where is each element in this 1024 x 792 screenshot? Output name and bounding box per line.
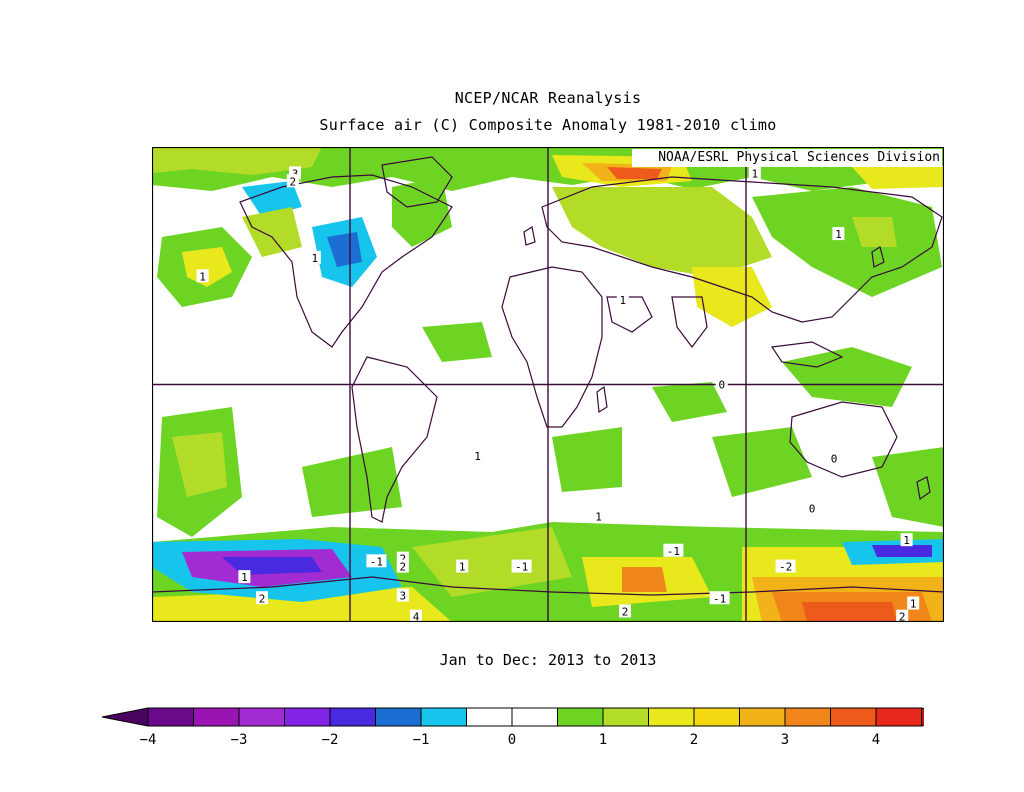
contour-label-bg: [896, 609, 909, 622]
legend-color-box: [375, 707, 422, 727]
contour-label: -1: [370, 555, 383, 568]
contour-label-bg: [196, 269, 209, 283]
contour-label-bg: [619, 604, 631, 618]
legend-color-box: [420, 707, 467, 727]
contour-label: 0: [718, 379, 725, 392]
contour-label-bg: [256, 591, 268, 605]
contour-label-bg: [900, 533, 913, 547]
legend-color-box: [875, 707, 922, 727]
contour-label: 2: [399, 561, 406, 574]
continents: [152, 156, 944, 622]
contour-label-bg: [616, 293, 629, 307]
contour-label-bg: [456, 559, 469, 573]
contour-label: 0: [831, 452, 838, 465]
contour-label: 1: [910, 598, 917, 611]
contour-label: 1: [311, 252, 318, 265]
legend-tick-label: 0: [508, 732, 516, 748]
contour-label-bg: [471, 448, 484, 462]
contour-label: 2: [899, 611, 906, 622]
credit-label: NOAA/ESRL Physical Sciences Division: [632, 149, 942, 167]
contour-label: 1: [903, 534, 910, 547]
legend-color-box: [739, 707, 786, 727]
legend-color-box: [329, 707, 376, 727]
contour-label-bg: [366, 554, 387, 568]
contour-label: 2: [259, 592, 266, 605]
map-title: NCEP/NCAR Reanalysis: [454, 89, 642, 107]
legend-color-box: [830, 707, 877, 727]
contour-label-bg: [748, 166, 761, 180]
contour-label-bg: [832, 227, 845, 241]
contour-label: 2: [622, 605, 629, 618]
legend-tick-label: −1: [413, 732, 430, 748]
contour-label-bg: [592, 509, 605, 523]
contour-label-bg: [806, 501, 818, 515]
legend-color-box: [784, 707, 831, 727]
contour-label: -1: [515, 561, 528, 574]
contour-label-bg: [308, 250, 321, 264]
legend-color-box: [147, 707, 194, 727]
map-frame: [152, 147, 944, 622]
contour-label: -1: [713, 592, 726, 605]
contour-label-bg: [396, 588, 409, 602]
contour-label: 3: [292, 167, 299, 180]
contour-label: -2: [779, 561, 792, 574]
legend-color-box: [238, 707, 285, 727]
legend-color-box: [557, 707, 604, 727]
legend-color-box: [511, 707, 558, 727]
contour-label-bg: [775, 559, 796, 573]
contour-label: 1: [199, 270, 206, 283]
legend-tick-label: −3: [231, 732, 248, 748]
contour-label: -1: [667, 545, 680, 558]
contour-label: 1: [474, 450, 481, 463]
legend-color-box: [193, 707, 240, 727]
contour-label-bg: [410, 609, 422, 622]
graticule: [152, 147, 944, 622]
contour-label-bg: [663, 543, 684, 557]
contour-label-bg: [396, 559, 409, 573]
legend-under-arrow: [101, 707, 149, 727]
legend-color-box: [466, 707, 513, 727]
contour-label-bg: [709, 591, 730, 605]
legend-tick-label: 4: [872, 732, 880, 748]
time-period-label: Jan to Dec: 2013 to 2013: [439, 651, 657, 669]
legend-color-box: [602, 707, 649, 727]
color-legend: −4 −3 −2 −1 0 1 2 3 4: [101, 707, 924, 748]
legend-tick-label: −2: [322, 732, 339, 748]
contour-label: 1: [751, 167, 758, 180]
legend-color-box: [693, 707, 740, 727]
legend-tick-label: 3: [781, 732, 789, 748]
contour-label: 0: [809, 503, 816, 516]
contour-label: 2: [399, 553, 406, 566]
legend-color-box: [284, 707, 331, 727]
contour-label: 4: [413, 611, 420, 622]
contour-label-bg: [238, 570, 251, 584]
contour-label: 1: [459, 561, 466, 574]
contour-label: 2: [289, 175, 296, 188]
legend-tick-label: 1: [599, 732, 607, 748]
legend-tick-label: −4: [140, 732, 157, 748]
contour-label: 1: [595, 510, 602, 523]
contour-label-bg: [907, 596, 920, 610]
contour-label: 1: [619, 294, 626, 307]
contour-label-bg: [511, 559, 532, 573]
map-subtitle: Surface air (C) Composite Anomaly 1981-2…: [319, 116, 777, 134]
contour-label-bg: [286, 174, 299, 188]
contour-label: 1: [835, 228, 842, 241]
legend-tick-label: 2: [690, 732, 698, 748]
anomaly-map: 1 3 2 1 1 1 1 0 0 0 1 1 1 -1 -2 -1 -1 2 2 1 -1 1 2 3 4 2 1 2: [152, 147, 944, 622]
legend-over-arrow: [921, 707, 924, 727]
contour-label: 3: [399, 590, 406, 603]
contour-label-bg: [828, 451, 840, 465]
contour-label: 1: [241, 571, 248, 584]
legend-color-box: [648, 707, 695, 727]
contour-label-bg: [715, 377, 728, 391]
